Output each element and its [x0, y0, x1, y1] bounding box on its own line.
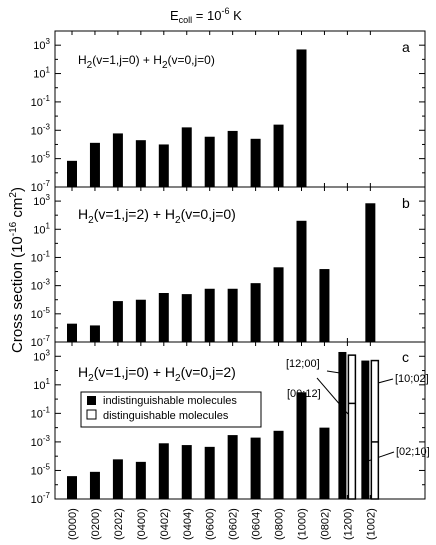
- y-tick-label: 10-1: [31, 405, 51, 420]
- chart-title: Ecoll = 10-6 K: [170, 6, 242, 25]
- bar: [273, 124, 284, 187]
- legend-label-filled: indistinguishable molecules: [103, 395, 237, 407]
- bar: [181, 294, 192, 342]
- bar: [296, 49, 307, 187]
- panel-a-label: H2(v=1,j=0) + H2(v=0,j=0): [78, 53, 215, 71]
- legend-swatch-open: [86, 409, 97, 420]
- bar: [135, 299, 146, 342]
- panel-c-label: H2(v=1,j=0) + H2(v=0,j=2): [78, 364, 236, 384]
- bar-distinguishable: [347, 354, 357, 500]
- bar: [250, 138, 261, 187]
- panel-c: H2(v=1,j=0) + H2(v=0,j=2) c indistinguis…: [31, 341, 430, 506]
- y-tick-label: 10-7: [31, 491, 51, 506]
- x-category-label: (0600): [205, 508, 217, 540]
- annotation-10-02: [10;02]: [395, 373, 429, 385]
- legend: indistinguishable molecules distinguisha…: [80, 391, 262, 428]
- x-category-label: (0800): [274, 508, 286, 540]
- annotation-02-10: [02;10]: [396, 446, 430, 458]
- bar: [204, 446, 215, 499]
- y-tick-label: 103: [33, 348, 50, 363]
- x-category-label: (0602): [228, 508, 240, 540]
- bar: [112, 133, 123, 187]
- bar: [296, 392, 307, 499]
- y-tick-label: 101: [33, 221, 50, 236]
- x-category-label: (1000): [297, 508, 309, 540]
- x-category-label: (1200): [342, 508, 354, 540]
- legend-label-open: distinguishable molecules: [103, 410, 229, 422]
- bar: [273, 267, 284, 342]
- bar: [181, 445, 192, 499]
- bar: [227, 435, 238, 499]
- x-category-label: (0802): [319, 508, 331, 540]
- bar: [227, 288, 238, 342]
- bar: [319, 427, 330, 499]
- bar: [204, 288, 215, 342]
- bar: [89, 471, 100, 499]
- bar: [158, 443, 169, 499]
- bar: [67, 160, 77, 187]
- panel-c-frame: [54, 341, 426, 500]
- x-category-label: (0200): [90, 508, 102, 540]
- y-tick-label: 101: [33, 66, 50, 81]
- bar: [112, 459, 123, 499]
- y-tick-label: 10-5: [31, 462, 51, 477]
- annotation-12-00: [12;00]: [286, 358, 320, 370]
- panel-b: H2(v=1,j=2) + H2(v=0,j=0) b 10-7 10-5 10-3…: [31, 186, 426, 349]
- bar: [250, 283, 261, 342]
- y-axis-label: Cross section (10-16 cm2): [8, 187, 26, 353]
- bar: [89, 142, 100, 187]
- bar: [89, 325, 100, 342]
- bar-distinguishable: [370, 359, 380, 500]
- bar: [158, 293, 169, 342]
- y-tick-label: 10-1: [31, 249, 51, 264]
- x-category-label: (0202): [113, 508, 125, 540]
- panel-a: H2(v=1,j=0) + H2(v=0,j=0) a 10-7 10-5 10-3…: [31, 30, 426, 194]
- bar: [296, 220, 307, 342]
- panel-c-letter: c: [402, 349, 409, 365]
- panel-b-letter: b: [402, 195, 410, 211]
- y-tick-label: 103: [33, 193, 50, 208]
- x-category-label: (0604): [251, 508, 263, 540]
- x-category-label: (1002): [365, 508, 377, 540]
- y-tick-label: 10-3: [31, 122, 51, 137]
- panel-a-letter: a: [402, 39, 410, 55]
- bar: [135, 140, 146, 187]
- leader-10-02: [377, 378, 394, 384]
- y-tick-label: 10-5: [31, 151, 51, 166]
- panel-b-label: H2(v=1,j=2) + H2(v=0,j=0): [78, 206, 236, 226]
- legend-swatch-filled: [87, 396, 96, 405]
- leader-12-00: [326, 370, 341, 374]
- y-tick-label: 10-7: [31, 334, 51, 349]
- bar: [227, 130, 238, 187]
- bar: [273, 430, 284, 499]
- bar: [135, 461, 146, 499]
- bar: [250, 437, 261, 499]
- bar: [319, 269, 330, 342]
- y-tick-label: 10-3: [31, 434, 51, 449]
- bar: [67, 476, 77, 499]
- x-category-label: (0402): [159, 508, 171, 540]
- legend-frame: [80, 391, 262, 428]
- bar: [112, 301, 123, 342]
- bar: [158, 144, 169, 187]
- x-category-labels: (0000) (0200) (0202) (0400) (0402) (0404) (060…: [67, 508, 377, 540]
- y-tick-label: 10-1: [31, 94, 51, 109]
- x-category-label: (0000): [67, 508, 79, 540]
- bar: [204, 136, 215, 187]
- y-tick-label: 101: [33, 377, 50, 392]
- y-tick-label: 10-3: [31, 278, 51, 293]
- bar: [67, 323, 77, 342]
- bar: [365, 203, 376, 342]
- x-category-label: (0400): [136, 508, 148, 540]
- y-tick-label: 10-7: [31, 179, 51, 194]
- x-category-label: (0404): [182, 508, 194, 540]
- y-tick-label: 10-5: [31, 306, 51, 321]
- bar: [181, 127, 192, 187]
- bar-indistinguishable: [361, 360, 370, 499]
- y-tick-label: 103: [33, 37, 50, 52]
- bar-indistinguishable: [338, 351, 347, 499]
